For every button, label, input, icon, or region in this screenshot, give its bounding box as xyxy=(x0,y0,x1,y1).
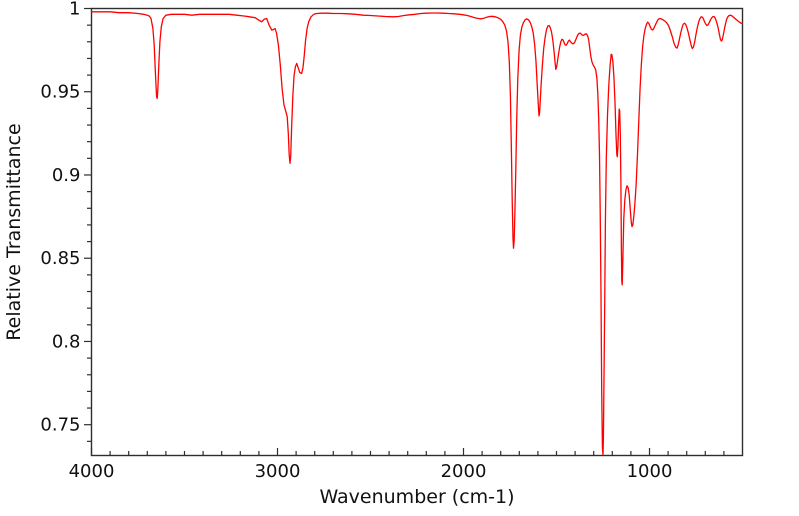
x-tick-label: 1000 xyxy=(627,461,673,482)
y-tick-label: 1 xyxy=(69,0,80,20)
plot-frame xyxy=(90,7,744,457)
spectrum-line xyxy=(90,11,744,456)
y-axis-label: Relative Transmittance xyxy=(3,123,25,340)
y-tick-label: 0.75 xyxy=(40,415,80,436)
y-tick-label: 0.95 xyxy=(40,82,80,103)
x-tick-label: 4000 xyxy=(69,461,115,482)
y-tick-label: 0.9 xyxy=(52,165,81,186)
x-tick-label: 3000 xyxy=(255,461,301,482)
y-tick-label: 0.8 xyxy=(52,331,81,352)
x-axis-label: Wavenumber (cm-1) xyxy=(319,486,514,508)
y-tick-label: 0.85 xyxy=(40,248,80,269)
spectrum-path xyxy=(90,11,744,456)
axis-tick-labels: 4000 3000 2000 1000 1 0.95 0.9 0.85 0.8 0.75 xyxy=(40,0,672,482)
axis-ticks xyxy=(84,7,725,456)
x-tick-label: 2000 xyxy=(441,461,487,482)
